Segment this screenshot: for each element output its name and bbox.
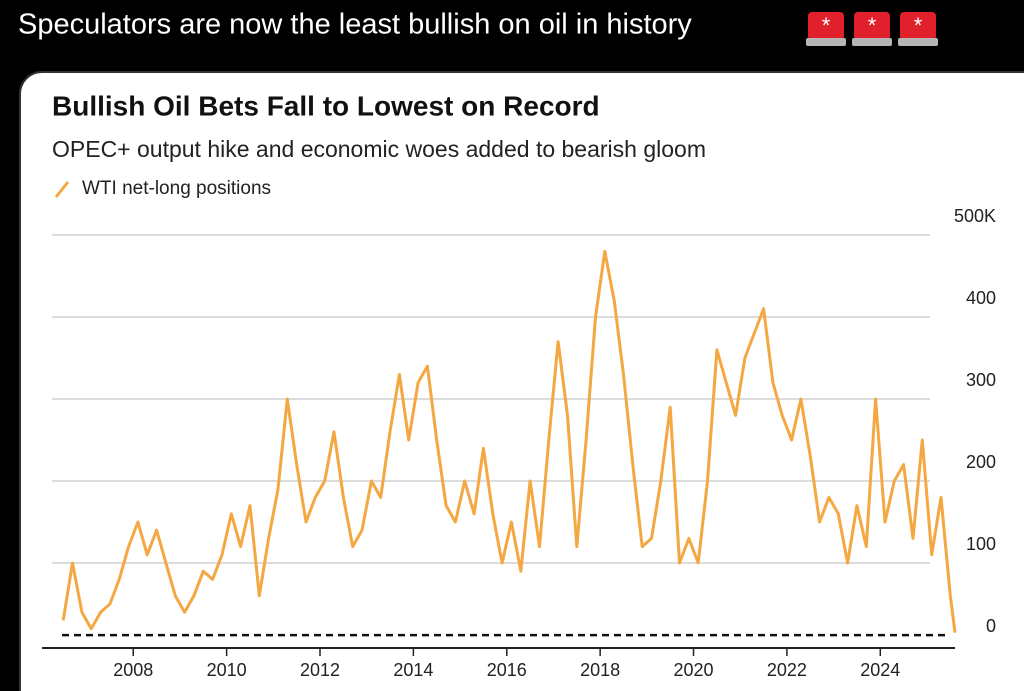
y-tick-label: 0 — [986, 616, 996, 636]
x-tick-label: 2020 — [674, 660, 714, 680]
svg-text:*: * — [914, 13, 923, 38]
siren-icons: * * * — [806, 12, 938, 46]
y-tick-label: 400 — [966, 288, 996, 308]
svg-text:*: * — [868, 13, 877, 38]
x-tick-label: 2022 — [767, 660, 807, 680]
legend-label: WTI net-long positions — [82, 178, 271, 199]
post-text: Speculators are now the least bullish on… — [18, 9, 692, 41]
legend-swatch — [54, 181, 70, 198]
x-tick-label: 2008 — [113, 660, 153, 680]
chart-title: Bullish Oil Bets Fall to Lowest on Recor… — [52, 90, 600, 121]
y-tick-label: 200 — [966, 452, 996, 472]
x-tick-label: 2024 — [860, 660, 900, 680]
svg-text:*: * — [822, 13, 831, 38]
data-line — [61, 249, 957, 633]
y-tick-label: 300 — [966, 370, 996, 390]
chart-subtitle: OPEC+ output hike and economic woes adde… — [52, 136, 706, 162]
y-tick-label: 500K — [954, 206, 996, 226]
x-tick-label: 2012 — [300, 660, 340, 680]
x-tick-label: 2016 — [487, 660, 527, 680]
x-tick-label: 2010 — [207, 660, 247, 680]
y-tick-label: 100 — [966, 534, 996, 554]
x-tick-label: 2014 — [393, 660, 433, 680]
chart-card — [19, 71, 1024, 691]
x-tick-label: 2018 — [580, 660, 620, 680]
